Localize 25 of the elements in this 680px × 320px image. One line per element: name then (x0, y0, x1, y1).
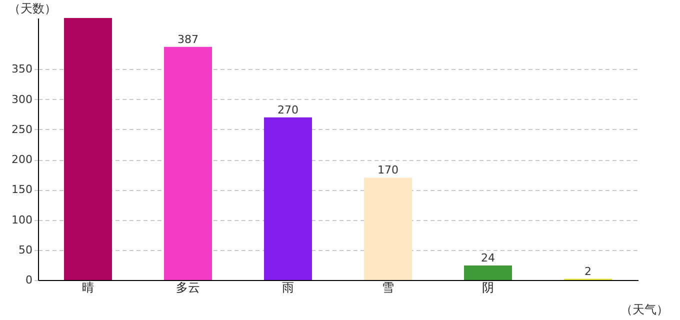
x-tick-label: 晴 (82, 280, 94, 294)
data-label: 2 (584, 264, 592, 278)
data-label: 270 (278, 103, 298, 116)
y-axis-title: （天数） (8, 2, 56, 16)
x-tick-label: 雪 (382, 280, 394, 294)
bar (464, 266, 512, 280)
y-tick-label: 0 (26, 274, 32, 286)
y-tick-label: 150 (12, 183, 32, 196)
data-label: 24 (481, 252, 495, 265)
x-axis-title: （天气） (620, 302, 668, 316)
y-tick-label: 200 (12, 153, 32, 166)
x-tick-label: 雨 (282, 280, 294, 294)
y-tick-label: 50 (18, 243, 32, 256)
bar (64, 18, 112, 280)
data-label: 387 (178, 32, 198, 46)
x-tick-label: 多云 (176, 280, 200, 294)
x-tick-label: 阴 (482, 280, 494, 294)
y-tick-label: 250 (12, 122, 32, 136)
y-tick-label: 350 (12, 62, 32, 76)
bar (164, 46, 212, 280)
bar (264, 117, 312, 280)
bar (364, 178, 412, 280)
data-label: 170 (378, 164, 398, 177)
y-tick-label: 300 (12, 92, 32, 106)
y-tick-label: 100 (12, 213, 32, 226)
